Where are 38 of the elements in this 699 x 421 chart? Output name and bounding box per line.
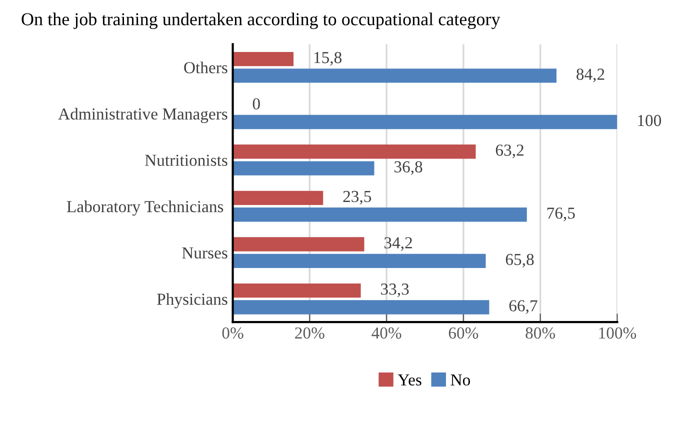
bar	[232, 144, 476, 159]
x-tick-label: 0%	[222, 327, 244, 339]
data-label: 63,2	[496, 144, 524, 158]
bar	[232, 161, 374, 176]
bar	[232, 254, 486, 268]
legend-label: No	[450, 374, 470, 386]
x-tick-label: 100%	[599, 327, 636, 339]
bar	[232, 52, 294, 66]
chart-title: On the job training undertaken according to occupational category	[22, 12, 500, 30]
bar	[232, 190, 324, 206]
data-label: 65,8	[506, 254, 534, 268]
y-tick-label: Nurses	[182, 247, 228, 259]
x-tick-label: 40%	[372, 327, 402, 339]
data-label: 76,5	[547, 208, 575, 222]
data-label: 0	[252, 98, 260, 110]
data-label: 33,3	[381, 284, 409, 298]
bar	[232, 114, 618, 130]
data-label: 66,7	[509, 300, 538, 314]
data-label: 100	[638, 114, 662, 126]
y-tick-label: Administrative Managers	[58, 108, 228, 124]
bar	[232, 283, 361, 298]
data-label: 23,5	[343, 190, 372, 205]
bar	[232, 237, 364, 252]
bar	[232, 300, 490, 314]
x-tick-label: 20%	[295, 327, 324, 339]
y-tick-label: Physicians	[157, 293, 228, 308]
bar	[232, 68, 556, 83]
y-tick-label: Nutritionists	[145, 154, 228, 166]
y-tick-label: Others	[184, 62, 228, 74]
bar	[232, 208, 527, 222]
legend-label: Yes	[398, 374, 422, 386]
data-label: 34,2	[384, 237, 412, 251]
x-tick-label: 80%	[526, 327, 556, 339]
x-tick-label: 60%	[448, 327, 478, 339]
data-label: 15,8	[314, 52, 342, 66]
y-tick-label: Laboratory Technicians	[66, 200, 224, 216]
data-label: 36,8	[394, 161, 422, 175]
data-label: 84,2	[576, 68, 604, 82]
